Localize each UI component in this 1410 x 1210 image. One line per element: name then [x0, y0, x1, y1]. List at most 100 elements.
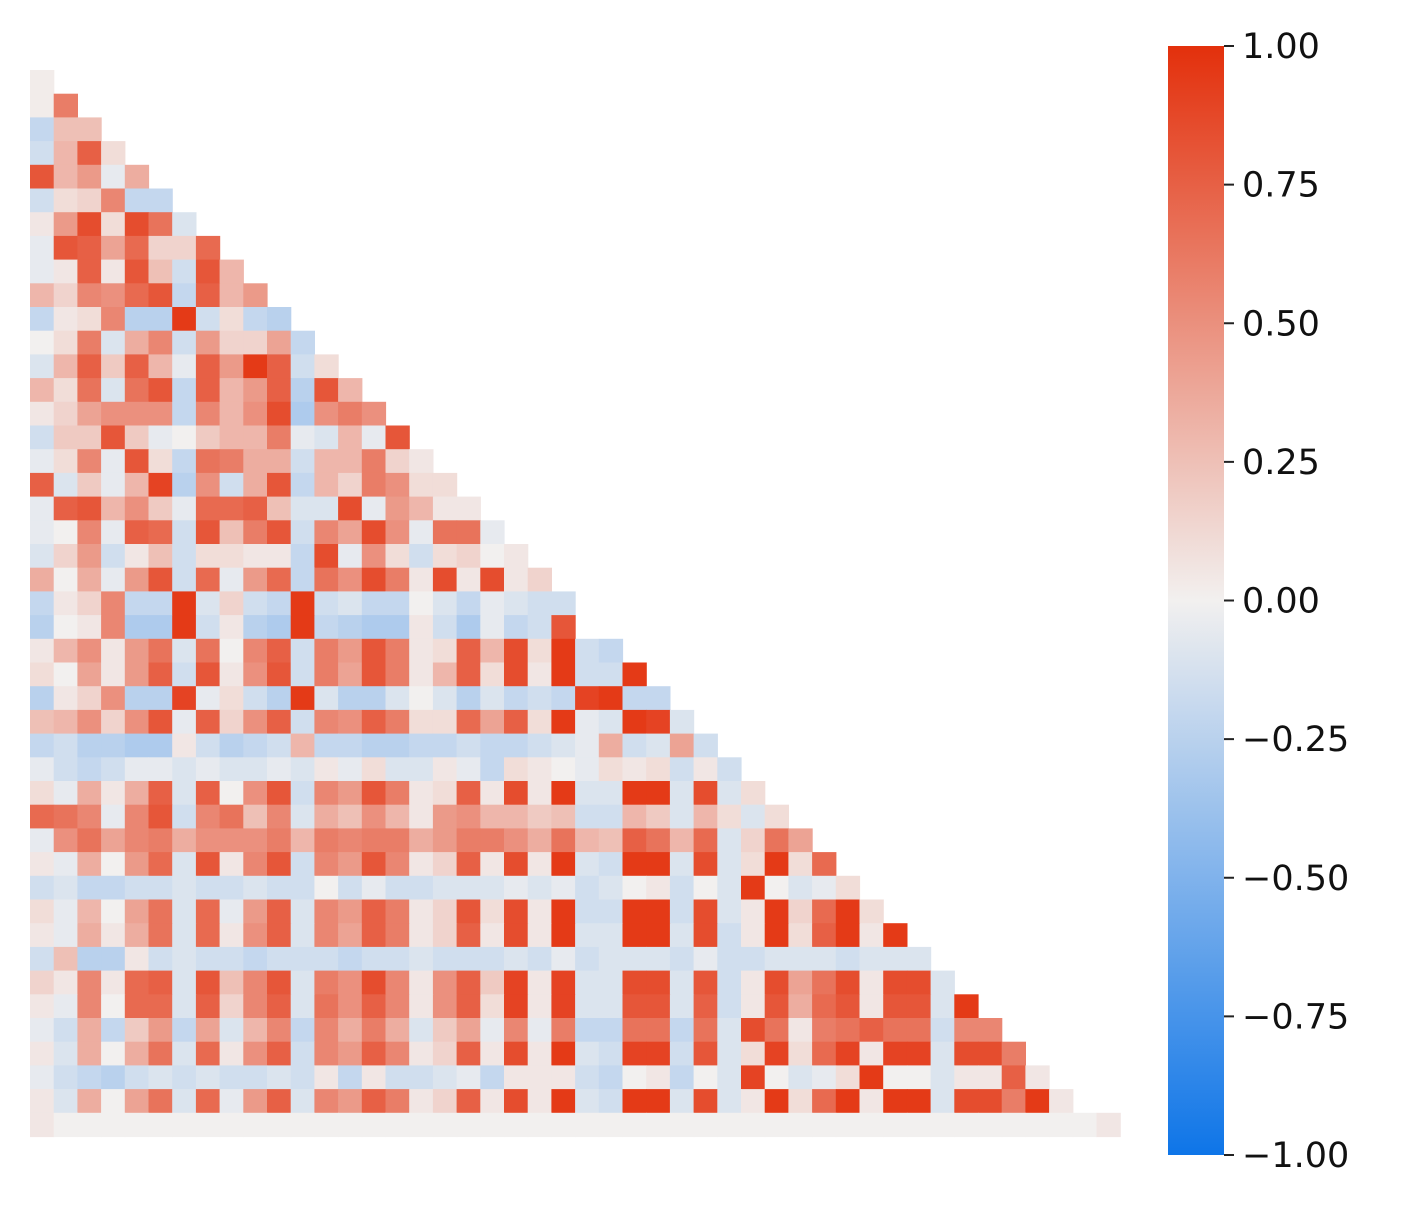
heatmap-cell: [456, 1041, 481, 1066]
heatmap-cell: [646, 828, 671, 853]
heatmap-cell: [646, 946, 671, 972]
heatmap-cell: [385, 923, 410, 948]
heatmap-cell: [409, 638, 434, 664]
heatmap-cell: [409, 567, 434, 592]
heatmap-cell: [361, 1065, 387, 1090]
heatmap-cell: [409, 781, 434, 806]
heatmap-cell: [77, 496, 102, 521]
heatmap-cell: [361, 472, 387, 498]
heatmap-cell: [219, 757, 244, 782]
heatmap-cell: [741, 781, 766, 806]
heatmap-cell: [788, 875, 813, 901]
heatmap-cell: [622, 994, 647, 1019]
heatmap-cell: [575, 828, 600, 853]
heatmap-cell: [669, 1112, 695, 1138]
heatmap-cell: [77, 1018, 102, 1043]
heatmap-cell: [243, 567, 268, 592]
heatmap-cell: [575, 946, 600, 972]
heatmap-cell: [101, 662, 126, 687]
heatmap-cell: [195, 496, 221, 521]
heatmap-cell: [53, 235, 78, 261]
heatmap-cell: [124, 709, 150, 735]
heatmap-cell: [1025, 1112, 1050, 1138]
heatmap-cell: [432, 615, 458, 640]
heatmap-cell: [219, 828, 244, 853]
heatmap-cell: [432, 1112, 458, 1138]
heatmap-cell: [77, 472, 102, 498]
heatmap-cell: [717, 828, 742, 853]
heatmap-cell: [243, 662, 268, 687]
heatmap-cell: [267, 946, 292, 972]
heatmap-cell: [385, 496, 410, 521]
heatmap-cell: [101, 804, 126, 829]
heatmap-cell: [101, 994, 126, 1019]
heatmap-cell: [504, 899, 529, 924]
heatmap-cell: [243, 615, 268, 640]
heatmap-cell: [575, 1112, 600, 1138]
heatmap-cell: [124, 520, 150, 545]
heatmap-cell: [172, 1018, 197, 1043]
heatmap-cell: [53, 970, 78, 995]
heatmap-cell: [101, 449, 126, 474]
heatmap-cell: [338, 591, 363, 616]
heatmap-cell: [219, 686, 244, 711]
heatmap-cell: [788, 1089, 813, 1114]
heatmap-cell: [338, 1089, 363, 1114]
heatmap-cell: [101, 188, 126, 213]
heatmap-cell: [30, 1112, 55, 1138]
heatmap-cell: [598, 828, 624, 853]
heatmap-cell: [195, 330, 221, 355]
heatmap-cell: [409, 970, 434, 995]
heatmap-cell: [290, 1112, 315, 1138]
heatmap-cell: [267, 401, 292, 427]
heatmap-cell: [243, 994, 268, 1019]
heatmap-cell: [646, 1018, 671, 1043]
heatmap-cell: [243, 520, 268, 545]
heatmap-cell: [1096, 1112, 1121, 1138]
heatmap-cell: [598, 804, 624, 829]
heatmap-cell: [53, 283, 78, 308]
heatmap-cell: [456, 733, 481, 758]
heatmap-cell: [338, 875, 363, 901]
heatmap-cell: [622, 662, 647, 687]
heatmap-cell: [195, 472, 221, 498]
heatmap-cell: [124, 994, 150, 1019]
heatmap-cell: [504, 757, 529, 782]
heatmap-cell: [693, 899, 718, 924]
heatmap-cell: [527, 615, 552, 640]
heatmap-cell: [195, 520, 221, 545]
heatmap-cell: [30, 235, 55, 261]
heatmap-cell: [101, 520, 126, 545]
heatmap-cell: [53, 93, 78, 118]
heatmap-cell: [504, 662, 529, 687]
heatmap-cell: [338, 1041, 363, 1066]
heatmap-cell: [124, 1041, 150, 1066]
heatmap-cell: [693, 946, 718, 972]
heatmap-cell: [622, 1041, 647, 1066]
heatmap-cell: [53, 757, 78, 782]
heatmap-cell: [314, 496, 339, 521]
heatmap-cell: [646, 875, 671, 901]
heatmap-cell: [243, 852, 268, 877]
heatmap-cell: [575, 899, 600, 924]
heatmap-cell: [551, 899, 576, 924]
heatmap-cell: [409, 686, 434, 711]
heatmap-cell: [53, 615, 78, 640]
heatmap-cell: [361, 638, 387, 664]
heatmap-cell: [432, 828, 458, 853]
heatmap-cell: [361, 686, 387, 711]
heatmap-cell: [432, 1041, 458, 1066]
heatmap-cell: [77, 899, 102, 924]
heatmap-cell: [361, 1089, 387, 1114]
heatmap-cell: [622, 1018, 647, 1043]
heatmap-cell: [930, 970, 955, 995]
heatmap-cell: [669, 781, 695, 806]
heatmap-cell: [148, 307, 173, 332]
heatmap-cell: [622, 852, 647, 877]
heatmap-cell: [77, 638, 102, 664]
heatmap-cell: [527, 781, 552, 806]
heatmap-cell: [883, 923, 908, 948]
heatmap-cell: [432, 1018, 458, 1043]
heatmap-cell: [77, 401, 102, 427]
heatmap-cell: [148, 235, 173, 261]
